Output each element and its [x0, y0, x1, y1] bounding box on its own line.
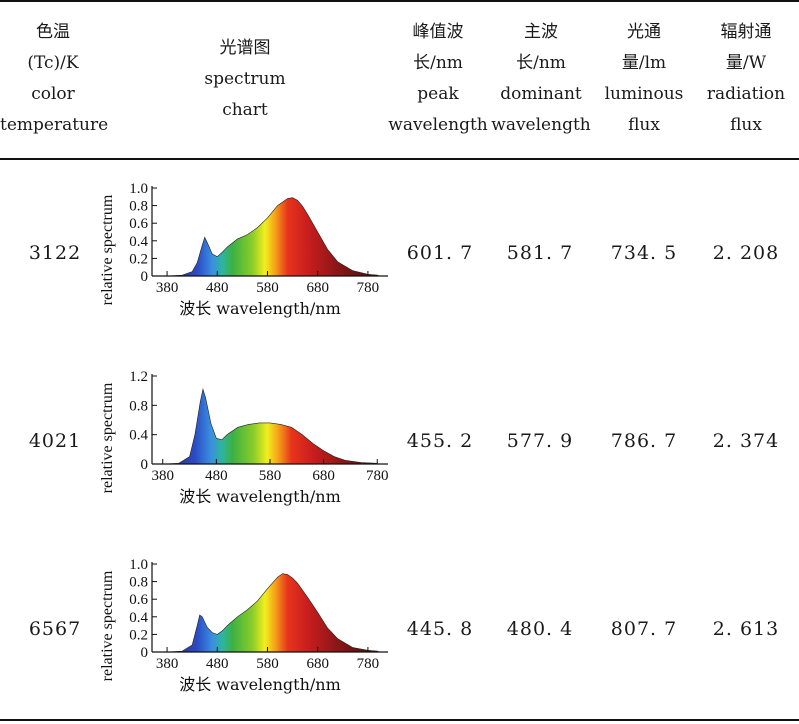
x-tick-label: 780 — [357, 280, 380, 296]
y-tick-label: 0 — [141, 645, 149, 661]
cell-temp-6567: 6567 — [28, 618, 82, 640]
table-bottom-rule — [0, 719, 799, 721]
y-tick-label: 0.4 — [129, 610, 148, 626]
x-tick-label: 580 — [259, 468, 282, 484]
y-axis-label: relative spectrum — [99, 570, 116, 681]
x-tick-label: 680 — [312, 468, 335, 484]
y-tick-label: 0.8 — [129, 575, 148, 591]
y-tick-label: 0.8 — [129, 199, 148, 215]
table-top-rule — [0, 0, 799, 2]
x-tick-label: 780 — [357, 656, 380, 672]
spectrum-area — [167, 573, 379, 653]
cell-radiation-flux: 2. 208 — [712, 242, 780, 264]
x-tick-label: 580 — [256, 656, 279, 672]
y-axis-label: relative spectrum — [99, 382, 116, 493]
y-tick-label: 0.4 — [129, 234, 148, 250]
y-tick-label: 0.6 — [129, 592, 148, 608]
y-tick-label: 0.2 — [129, 251, 148, 267]
x-axis-label: 波长 wavelength/nm — [179, 675, 341, 694]
y-tick-label: 0 — [141, 269, 149, 285]
cell-peak: 455. 2 — [406, 430, 474, 452]
table-header-rule — [0, 158, 799, 160]
y-tick-label: 1.0 — [129, 181, 148, 197]
header-peak: 峰值波 长/nm peak wavelength — [388, 22, 488, 135]
header-luminous-flux: 光通 量/lm luminous flux — [604, 22, 684, 135]
spectrum-area — [167, 197, 379, 277]
y-tick-label: 0.2 — [129, 627, 148, 643]
x-tick-label: 480 — [205, 468, 228, 484]
x-tick-label: 380 — [151, 468, 174, 484]
x-tick-label: 680 — [306, 656, 329, 672]
y-tick-label: 1.2 — [129, 369, 148, 385]
cell-peak: 601. 7 — [406, 242, 474, 264]
header-dominant: 主波 长/nm dominant wavelength — [491, 22, 591, 135]
cell-radiation-flux: 2. 613 — [712, 618, 780, 640]
spectrum-chart-3122: 0 0.20.4 0.60.8 1.0 380 480 580 680 780 relative … — [99, 181, 388, 318]
cell-luminous-flux: 807. 7 — [610, 618, 678, 640]
header-radiation-flux: 辐射通 量/W radiation flux — [706, 22, 786, 135]
x-tick-label: 680 — [306, 280, 329, 296]
cell-dominant: 577. 9 — [506, 430, 574, 452]
cell-dominant: 480. 4 — [506, 618, 574, 640]
x-tick-label: 380 — [156, 656, 179, 672]
spectrum-area — [162, 388, 378, 465]
cell-luminous-flux: 786. 7 — [610, 430, 678, 452]
x-tick-label: 480 — [206, 280, 229, 296]
y-tick-label: 1.0 — [129, 557, 148, 573]
header-spectrum: 光谱图 spectrum chart — [204, 38, 286, 120]
x-tick-label: 780 — [366, 468, 389, 484]
spectrum-chart-4021: 0 0.4 0.8 1.2 380 480 580 680 780 relative spectr… — [99, 369, 389, 506]
y-tick-label: 0.4 — [129, 428, 148, 444]
cell-temp-3122: 3122 — [28, 242, 82, 264]
cell-luminous-flux: 734. 5 — [610, 242, 678, 264]
cell-radiation-flux: 2. 374 — [712, 430, 780, 452]
header-color-temp: 色温 (Tc)/K color temperature — [0, 22, 109, 135]
y-tick-label: 0.8 — [129, 398, 148, 414]
x-tick-label: 580 — [256, 280, 279, 296]
cell-dominant: 581. 7 — [506, 242, 574, 264]
cell-peak: 445. 8 — [406, 618, 474, 640]
x-axis-label: 波长 wavelength/nm — [179, 487, 341, 506]
y-axis-label: relative spectrum — [99, 194, 116, 305]
y-tick-label: 0.6 — [129, 216, 148, 232]
y-tick-label: 0 — [141, 457, 149, 473]
x-tick-label: 480 — [206, 656, 229, 672]
spectrum-chart-6567: 0 0.20.4 0.60.8 1.0 380 480 580 680 780 relative … — [99, 557, 388, 694]
x-tick-label: 380 — [156, 280, 179, 296]
cell-temp-4021: 4021 — [28, 430, 82, 452]
x-axis-label: 波长 wavelength/nm — [179, 299, 341, 318]
